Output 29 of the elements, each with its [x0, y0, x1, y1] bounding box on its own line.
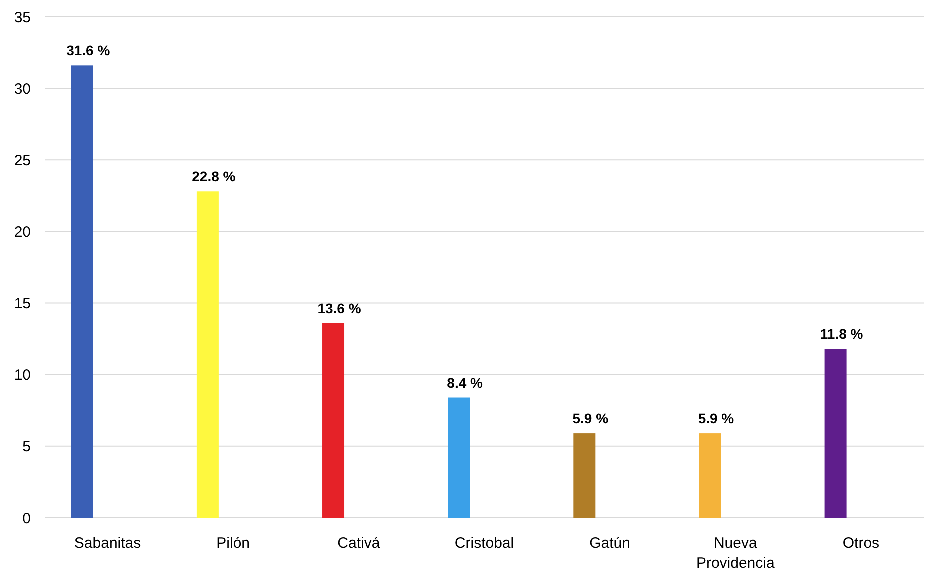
data-label: 13.6 %	[318, 300, 362, 316]
data-label: 11.8 %	[820, 326, 864, 342]
x-tick-label: Gatún	[590, 535, 631, 552]
x-tick-label: Sabanitas	[74, 535, 142, 552]
y-tick-label: 10	[14, 367, 31, 384]
y-tick-label: 25	[14, 152, 31, 170]
x-tick-label: Cativá	[338, 535, 381, 552]
bar	[699, 434, 722, 518]
bar	[448, 398, 470, 518]
x-tick-label: Otros	[842, 535, 880, 552]
y-tick-label: 35	[14, 9, 31, 26]
bar	[322, 323, 345, 518]
y-tick-label: 30	[14, 80, 31, 98]
bar	[824, 349, 847, 518]
bar	[71, 66, 94, 518]
y-tick-label: 20	[14, 224, 31, 241]
x-tick-label: Pilón	[216, 535, 250, 552]
x-tick-label: Nueva Providencia	[696, 535, 776, 572]
bar	[574, 434, 596, 518]
data-label: 31.6 %	[66, 42, 111, 59]
y-tick-label: 5	[22, 438, 31, 456]
data-label: 22.8 %	[192, 168, 236, 185]
data-label: 5.9 %	[572, 410, 610, 427]
data-label: 8.4 %	[447, 374, 484, 391]
y-tick-label: 0	[22, 510, 31, 528]
x-tick-label: Cristobal	[454, 535, 514, 552]
y-tick-label: 15	[14, 296, 31, 313]
data-label: 5.9 %	[698, 410, 735, 427]
bar	[196, 192, 219, 518]
